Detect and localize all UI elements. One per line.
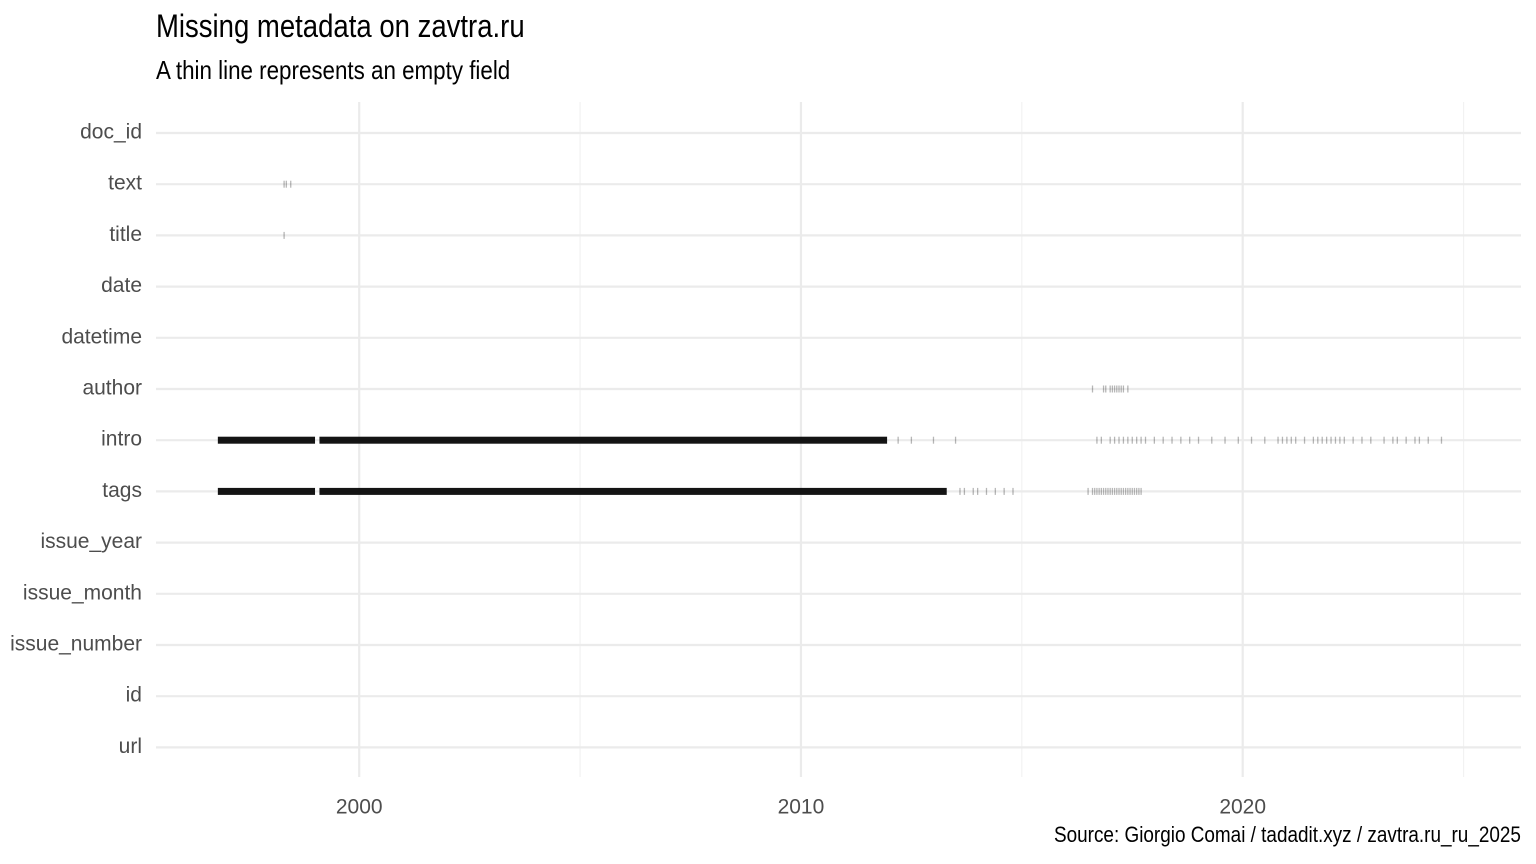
y-tick-label: tags bbox=[102, 479, 142, 502]
y-tick-label: doc_id bbox=[80, 121, 142, 144]
y-tick-label: issue_number bbox=[10, 633, 142, 656]
source-caption: Source: Giorgio Comai / tadadit.xyz / za… bbox=[1054, 822, 1521, 847]
y-tick-label: date bbox=[101, 274, 142, 297]
missing-range-intro bbox=[319, 436, 888, 444]
chart-subtitle: A thin line represents an empty field bbox=[156, 55, 511, 85]
y-tick-label: issue_year bbox=[40, 530, 142, 553]
x-axis-labels: 2000 2010 2020 bbox=[336, 796, 1266, 819]
missing-range-tags bbox=[319, 487, 947, 495]
y-tick-label: url bbox=[119, 735, 142, 758]
y-tick-label: author bbox=[82, 377, 142, 400]
y-tick-label: intro bbox=[101, 428, 142, 451]
y-tick-label: text bbox=[108, 172, 142, 195]
x-tick-label: 2020 bbox=[1219, 796, 1266, 819]
chart-title: Missing metadata on zavtra.ru bbox=[156, 8, 525, 44]
major-gridlines bbox=[156, 102, 1521, 777]
y-tick-label: issue_month bbox=[23, 581, 142, 604]
missing-field-marks bbox=[217, 180, 1443, 495]
x-tick-label: 2000 bbox=[336, 796, 383, 819]
x-tick-label: 2010 bbox=[778, 796, 825, 819]
missing-range-intro bbox=[217, 436, 316, 444]
y-tick-label: title bbox=[109, 223, 142, 246]
y-tick-label: datetime bbox=[61, 325, 142, 348]
y-tick-label: id bbox=[126, 684, 142, 707]
missing-range-tags bbox=[217, 487, 316, 495]
